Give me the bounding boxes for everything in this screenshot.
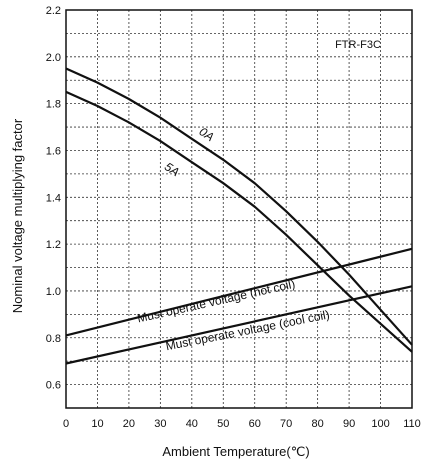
series-layer <box>65 67 413 365</box>
x-tick-label: 50 <box>217 418 229 430</box>
series-line-hot-coil <box>65 247 413 337</box>
x-tick-label: 40 <box>186 418 198 430</box>
x-tick-label: 60 <box>249 418 261 430</box>
y-axis-ticks: 0.6 0.8 1.0 1.2 1.4 1.6 1.8 2.0 2.2 <box>46 5 61 392</box>
x-tick-label: 80 <box>312 418 324 430</box>
series-label-0a: 0A <box>197 124 217 144</box>
x-tick-label: 0 <box>63 418 69 430</box>
x-tick-label: 10 <box>91 418 103 430</box>
x-tick-label: 100 <box>371 418 389 430</box>
y-tick-label: 2.0 <box>46 52 61 64</box>
y-tick-label: 0.6 <box>46 380 61 392</box>
y-tick-label: 1.6 <box>46 145 61 157</box>
x-tick-label: 110 <box>403 418 421 430</box>
y-tick-label: 1.8 <box>46 99 61 111</box>
y-tick-label: 0.8 <box>46 333 61 345</box>
y-tick-label: 2.2 <box>46 5 61 17</box>
y-tick-label: 1.0 <box>46 286 61 298</box>
series-label-5a: 5A <box>162 159 182 179</box>
series-line-5a <box>65 90 413 353</box>
series-line-0a <box>65 67 413 346</box>
grid <box>66 10 412 408</box>
x-axis-label: Ambient Temperature(℃) <box>162 444 309 459</box>
model-label: FTR-F3C <box>335 39 381 51</box>
x-tick-label: 20 <box>123 418 135 430</box>
x-tick-label: 70 <box>280 418 292 430</box>
x-axis-ticks: 0 10 20 30 40 50 60 70 80 90 100 110 <box>63 418 421 430</box>
y-axis-label: Nominal voltage multiplying factor <box>10 118 25 313</box>
y-tick-label: 1.2 <box>46 239 61 251</box>
x-tick-label: 90 <box>343 418 355 430</box>
series-line-cool-coil <box>65 285 413 365</box>
x-tick-label: 30 <box>154 418 166 430</box>
plot-frame <box>65 9 413 409</box>
y-tick-label: 1.4 <box>46 192 61 204</box>
